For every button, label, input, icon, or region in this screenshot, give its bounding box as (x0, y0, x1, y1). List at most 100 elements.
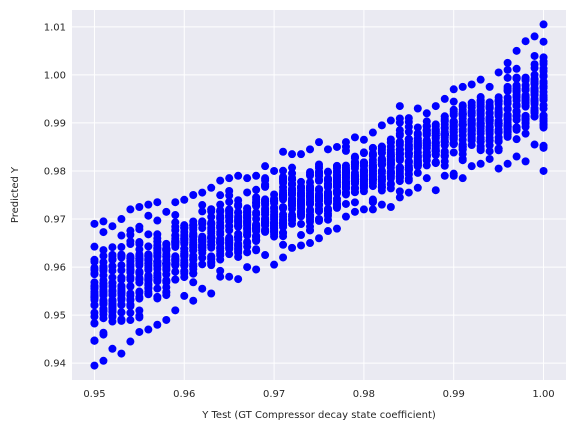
scatter-point (342, 143, 350, 151)
scatter-point (261, 251, 269, 259)
scatter-point (144, 326, 152, 334)
scatter-point (234, 200, 242, 208)
y-axis-ticks: 0.940.950.960.970.980.991.001.01 (44, 22, 66, 369)
scatter-point (486, 83, 494, 91)
scatter-point (531, 60, 539, 68)
scatter-point (315, 207, 323, 215)
scatter-point (162, 259, 170, 267)
scatter-point (243, 232, 251, 240)
scatter-point (135, 312, 143, 320)
scatter-point (243, 214, 251, 222)
scatter-point (171, 260, 179, 268)
scatter-point (180, 292, 188, 300)
scatter-point (144, 290, 152, 298)
scatter-point (324, 168, 332, 176)
scatter-point (522, 157, 530, 165)
scatter-point (324, 145, 332, 153)
scatter-point (315, 217, 323, 225)
y-tick-label: 1.01 (44, 22, 66, 33)
scatter-point (189, 278, 197, 286)
scatter-point (99, 246, 107, 254)
scatter-point (297, 209, 305, 217)
scatter-point (153, 198, 161, 206)
scatter-point (198, 244, 206, 252)
scatter-point (468, 116, 476, 124)
scatter-point (477, 93, 485, 101)
scatter-point (207, 224, 215, 232)
scatter-point (135, 288, 143, 296)
scatter-point (432, 102, 440, 110)
scatter-point (315, 185, 323, 193)
scatter-point (459, 83, 467, 91)
x-tick-label: 0.99 (443, 389, 465, 400)
scatter-point (270, 197, 278, 205)
scatter-point (351, 208, 359, 216)
scatter-point (297, 150, 305, 158)
scatter-point (252, 186, 260, 194)
scatter-point (477, 138, 485, 146)
scatter-point (288, 244, 296, 252)
scatter-point (342, 190, 350, 198)
scatter-point (495, 129, 503, 137)
scatter-point (225, 198, 233, 206)
scatter-point (135, 328, 143, 336)
scatter-point (135, 203, 143, 211)
scatter-point (468, 104, 476, 112)
scatter-point (504, 66, 512, 74)
scatter-point (504, 74, 512, 82)
scatter-point (351, 188, 359, 196)
scatter-point (117, 315, 125, 323)
scatter-point (441, 172, 449, 180)
scatter-point (270, 261, 278, 269)
scatter-point (252, 199, 260, 207)
scatter-point (135, 257, 143, 265)
scatter-point (324, 227, 332, 235)
scatter-point (351, 177, 359, 185)
scatter-point (450, 85, 458, 93)
scatter-point (180, 267, 188, 275)
scatter-point (90, 243, 98, 251)
scatter-point (162, 316, 170, 324)
scatter-point (144, 230, 152, 238)
scatter-point (90, 258, 98, 266)
scatter-point (504, 124, 512, 132)
scatter-point (99, 228, 107, 236)
scatter-point (261, 227, 269, 235)
scatter-point (225, 243, 233, 251)
scatter-point (333, 164, 341, 172)
scatter-point (387, 203, 395, 211)
scatter-point (90, 362, 98, 370)
scatter-point (171, 218, 179, 226)
scatter-point (495, 68, 503, 76)
y-tick-label: 0.97 (44, 215, 66, 226)
scatter-point (387, 149, 395, 157)
scatter-point (315, 169, 323, 177)
scatter-point (459, 174, 467, 182)
scatter-point (306, 239, 314, 247)
scatter-point (243, 239, 251, 247)
scatter-point (108, 345, 116, 353)
scatter-point (207, 213, 215, 221)
scatter-point (531, 32, 539, 40)
scatter-point (468, 80, 476, 88)
scatter-point (378, 121, 386, 129)
scatter-point (189, 191, 197, 199)
scatter-point (306, 198, 314, 206)
scatter-point (414, 169, 422, 177)
scatter-point (441, 152, 449, 160)
scatter-point (522, 123, 530, 131)
scatter-point (432, 159, 440, 167)
scatter-point (306, 178, 314, 186)
scatter-point (477, 122, 485, 130)
x-tick-label: 0.98 (353, 389, 375, 400)
scatter-point (405, 142, 413, 150)
scatter-point (171, 238, 179, 246)
scatter-point (117, 309, 125, 317)
scatter-point (198, 224, 206, 232)
scatter-point (252, 172, 260, 180)
y-tick-label: 1.00 (44, 70, 66, 81)
scatter-point (495, 137, 503, 145)
scatter-point (90, 337, 98, 345)
scatter-point (189, 297, 197, 305)
scatter-point (369, 144, 377, 152)
